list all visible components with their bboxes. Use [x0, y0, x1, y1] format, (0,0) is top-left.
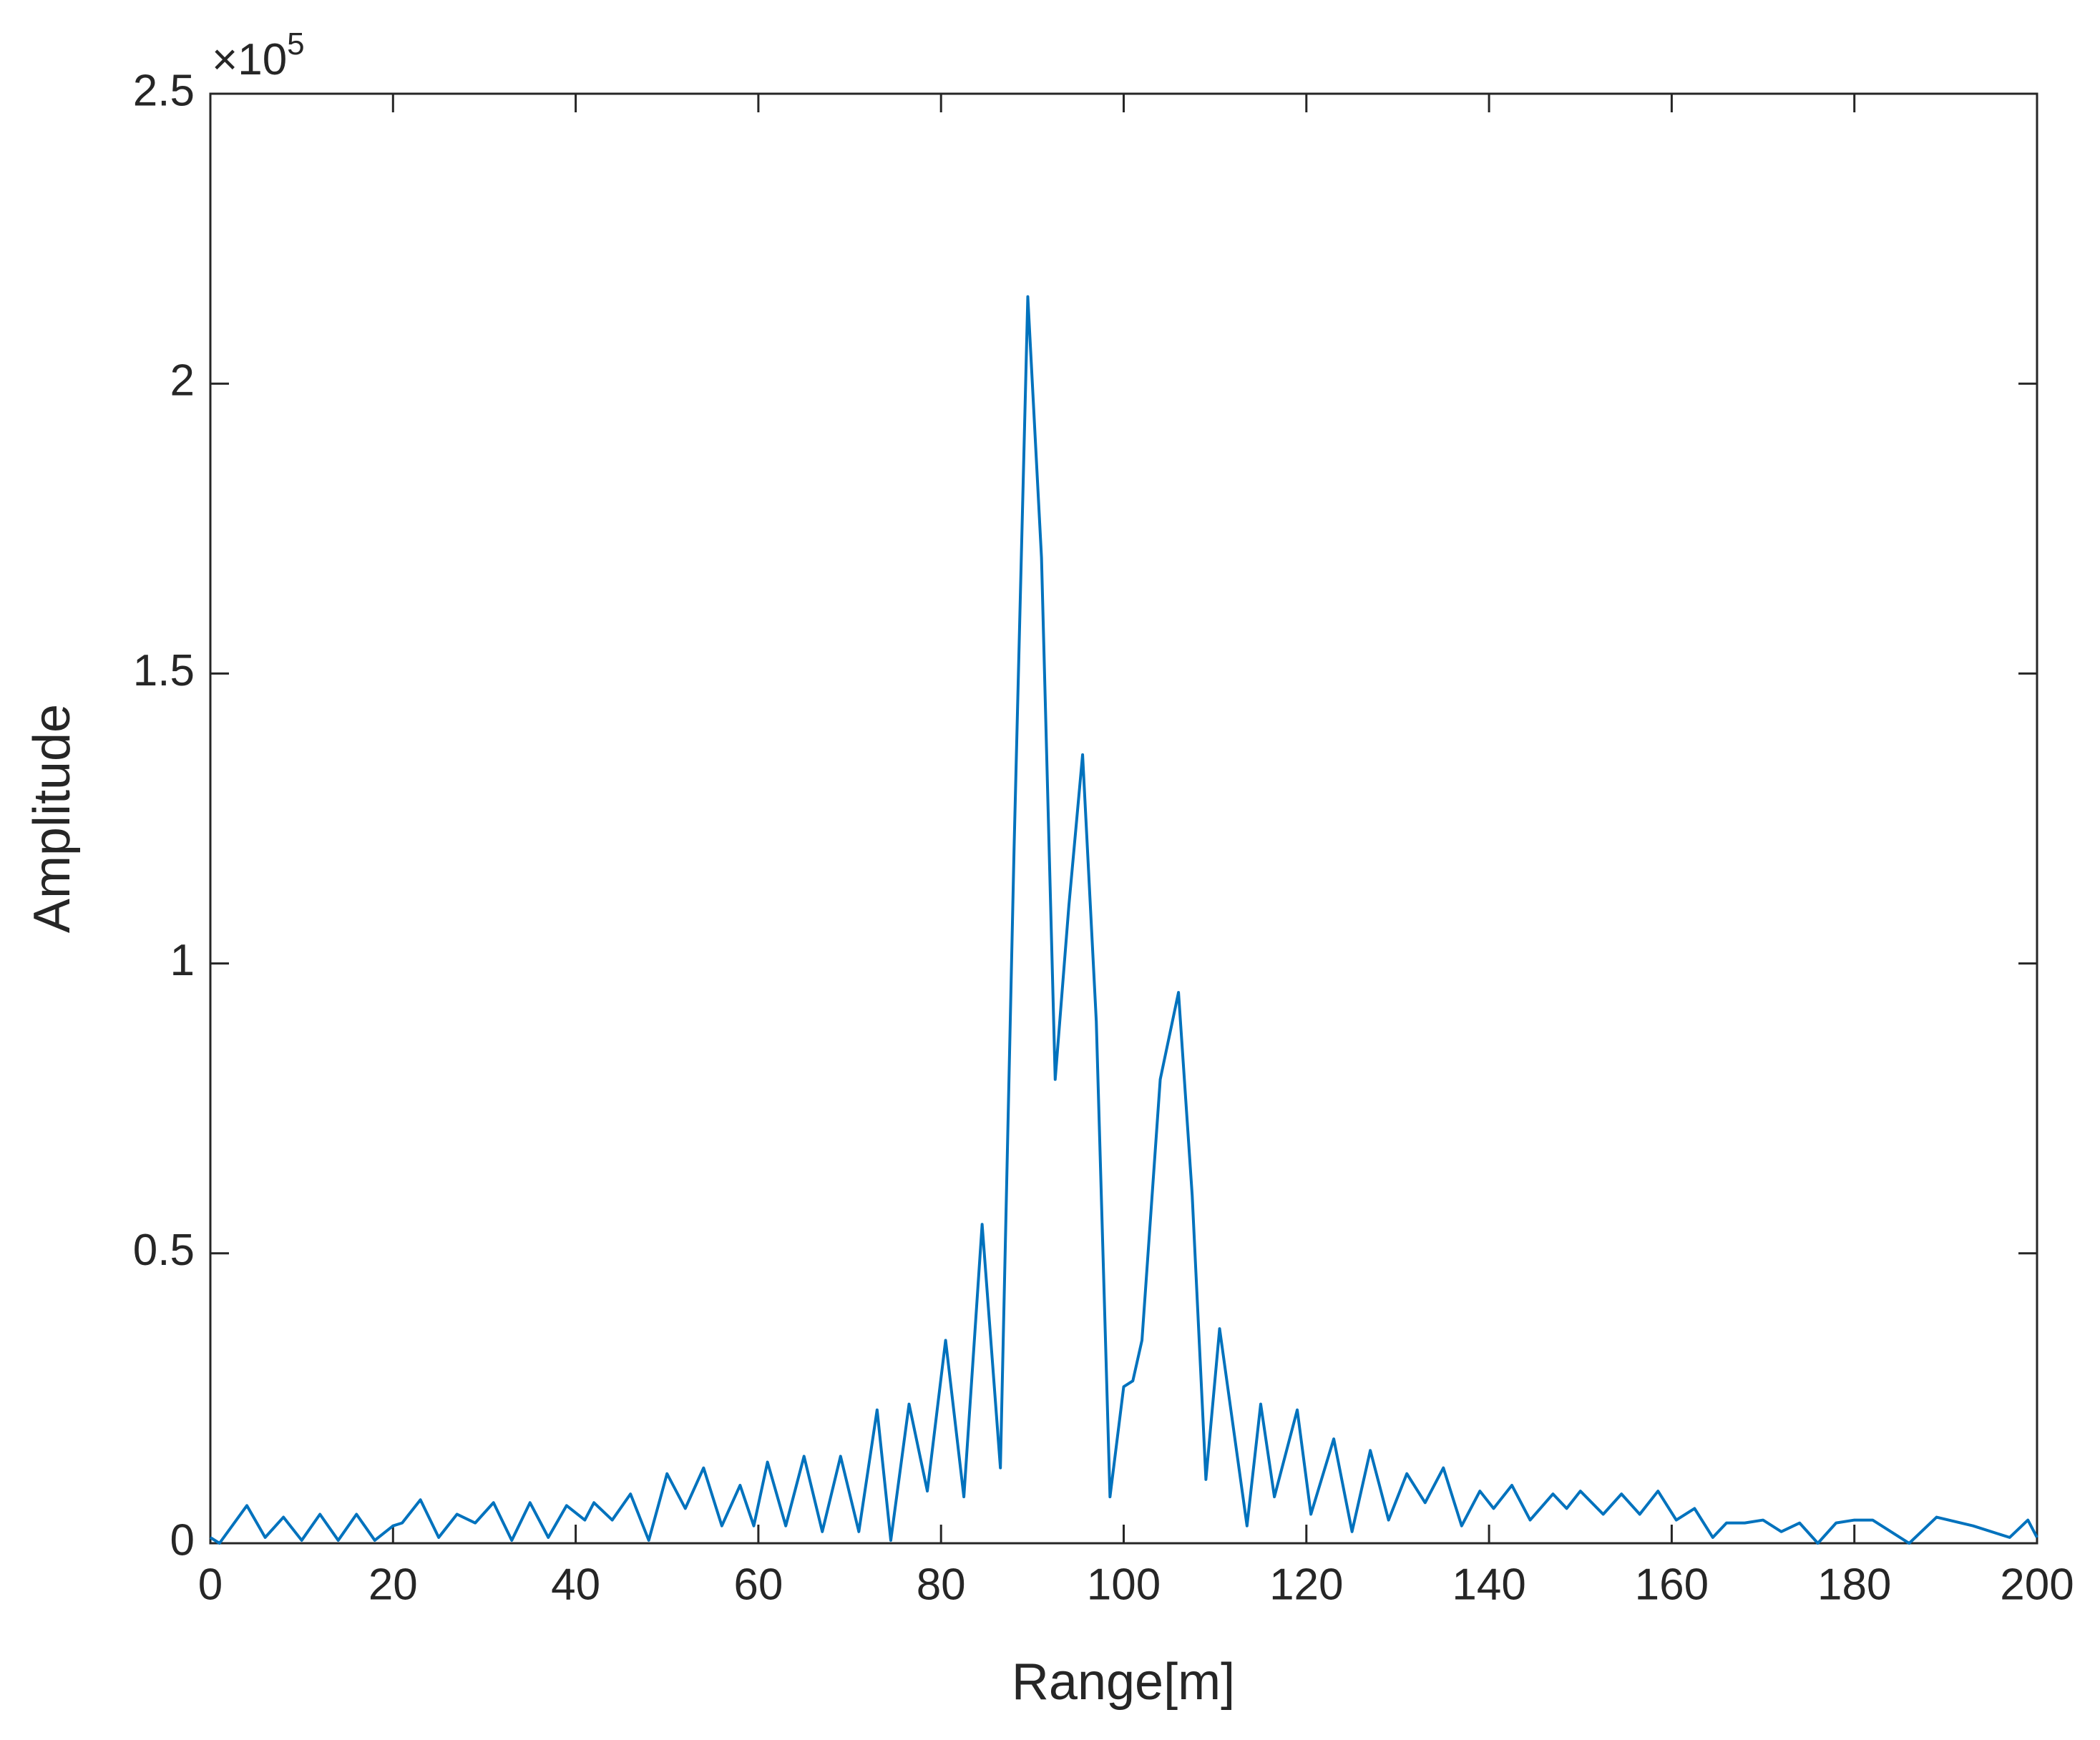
x-tick-label: 140 — [1452, 1560, 1525, 1609]
y-tick-label: 1.5 — [133, 646, 195, 695]
x-tick-label: 0 — [198, 1560, 223, 1609]
y-multiplier-base: ×10 — [212, 35, 287, 84]
y-tick-label: 1 — [170, 936, 195, 985]
y-tick-label: 2.5 — [133, 66, 195, 115]
y-tick-label: 0.5 — [133, 1226, 195, 1275]
data-line — [209, 295, 2038, 1545]
y-tick-label: 0 — [170, 1515, 195, 1565]
x-tick-label: 60 — [733, 1560, 783, 1609]
y-multiplier-exponent: 5 — [287, 26, 304, 62]
x-tick-label: 180 — [1817, 1560, 1891, 1609]
x-tick-label: 80 — [917, 1560, 966, 1609]
x-tick-label: 120 — [1269, 1560, 1343, 1609]
x-tick-label: 20 — [368, 1560, 418, 1609]
y-axis-label: Amplitude — [24, 704, 81, 933]
plot-frame — [209, 92, 2038, 1545]
x-tick-label: 100 — [1087, 1560, 1161, 1609]
x-tick-label: 200 — [2000, 1560, 2074, 1609]
x-axis-label: Range[m] — [1012, 1653, 1235, 1711]
y-multiplier: ×105 — [212, 26, 305, 85]
x-tick-label: 160 — [1635, 1560, 1709, 1609]
y-tick-label: 2 — [170, 356, 195, 406]
x-tick-label: 40 — [551, 1560, 600, 1609]
